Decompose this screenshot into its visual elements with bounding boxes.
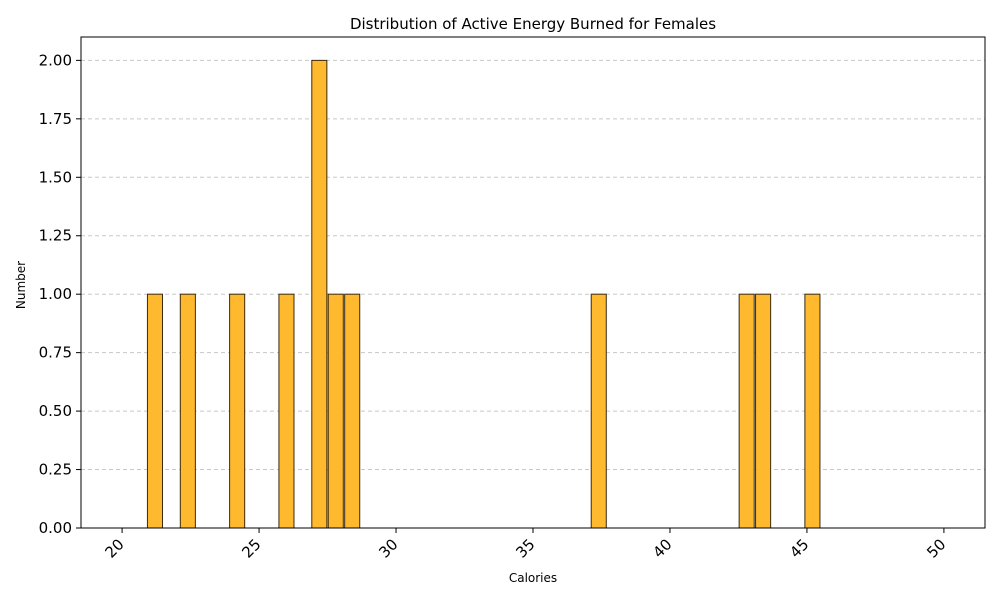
x-axis-label: Calories xyxy=(509,571,557,585)
bar-12 xyxy=(311,59,328,529)
y-tick-label-8: 2.00 xyxy=(39,51,72,69)
bar-29 xyxy=(590,293,607,529)
bar-7 xyxy=(229,293,246,529)
bar-10 xyxy=(278,293,295,529)
x-tick-label-3: 35 xyxy=(512,535,538,561)
bar-39 xyxy=(755,293,772,529)
y-tick-label-3: 0.75 xyxy=(39,344,72,362)
bar-2 xyxy=(146,293,163,529)
y-tick-label-7: 1.75 xyxy=(39,110,72,128)
y-tick-label-4: 1.00 xyxy=(39,285,72,303)
x-tick-label-4: 40 xyxy=(649,535,675,561)
bar-38 xyxy=(738,293,755,529)
y-tick-label-0: 0.00 xyxy=(39,519,72,537)
bar-4 xyxy=(179,293,196,529)
y-tick-label-2: 0.50 xyxy=(39,402,72,420)
plot-frame xyxy=(80,36,986,529)
bar-14 xyxy=(344,293,361,529)
x-ticks: 20 25 30 35 40 45 50 xyxy=(101,528,949,562)
chart-title: Distribution of Active Energy Burned for… xyxy=(350,15,716,33)
y-ticks: 0.00 0.25 0.50 0.75 1.00 1.25 1.50 1.75 2.00 xyxy=(39,51,81,537)
x-tick-label-1: 25 xyxy=(238,535,264,561)
y-tick-label-1: 0.25 xyxy=(39,461,72,479)
x-tick-label-5: 45 xyxy=(786,535,812,561)
grid-layer xyxy=(81,59,985,529)
y-axis-label: Number xyxy=(14,261,28,309)
bar-13 xyxy=(327,293,344,529)
y-tick-label-5: 1.25 xyxy=(39,227,72,245)
x-tick-label-6: 50 xyxy=(923,535,949,561)
bars-layer xyxy=(146,59,821,529)
x-tick-label-2: 30 xyxy=(375,535,401,561)
bar-42 xyxy=(804,293,821,529)
y-tick-label-6: 1.50 xyxy=(39,168,72,186)
x-tick-label-0: 20 xyxy=(101,535,127,561)
